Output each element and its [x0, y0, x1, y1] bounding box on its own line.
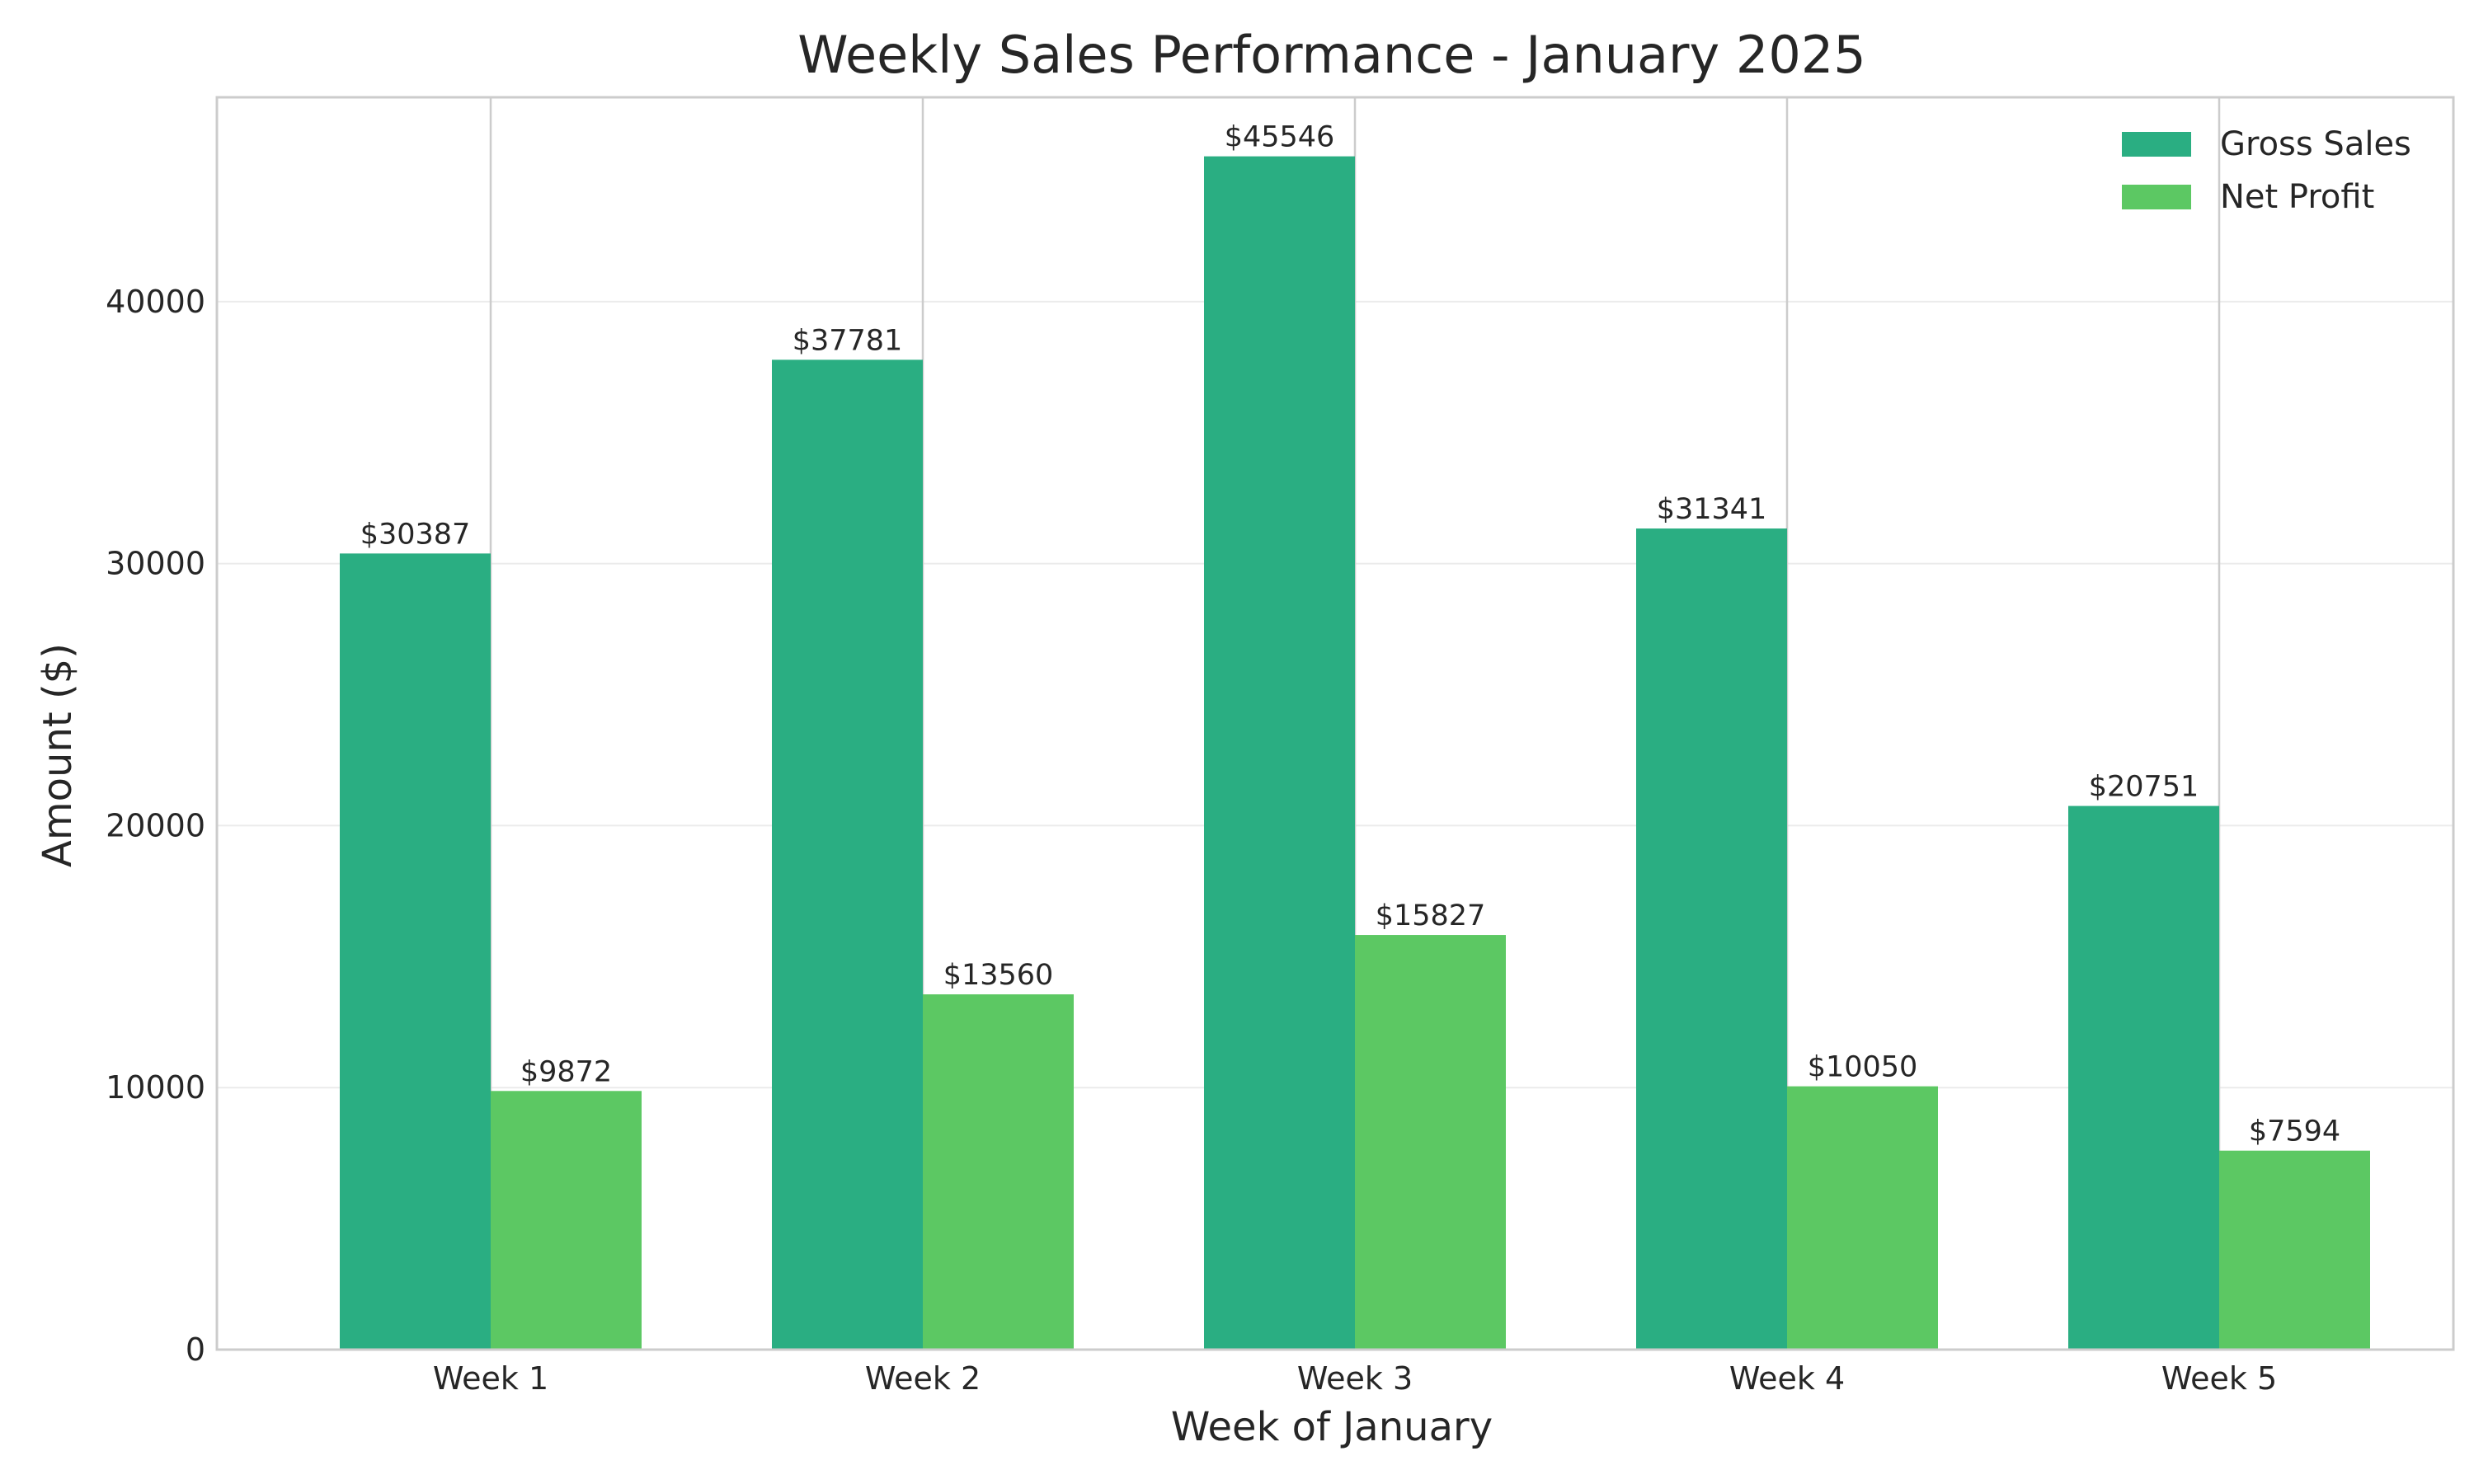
bar-net-profit	[1787, 1086, 1938, 1350]
legend-label-net-profit: Net Profit	[2220, 178, 2374, 216]
bar-net-profit	[923, 994, 1074, 1350]
bar-gross-sales	[1636, 528, 1787, 1350]
chart-title: Weekly Sales Performance - January 2025	[797, 25, 1865, 85]
bars	[340, 156, 2370, 1350]
y-tick-label: 20000	[106, 807, 205, 843]
y-tick-label: 0	[186, 1331, 205, 1368]
y-tick-label: 30000	[106, 546, 205, 582]
bar-gross-sales	[340, 553, 491, 1350]
y-axis-label: Amount ($)	[35, 643, 81, 867]
data-label-gross-sales: $30387	[360, 518, 471, 551]
x-axis-label: Week of January	[1171, 1404, 1493, 1450]
data-label-gross-sales: $31341	[1657, 493, 1767, 526]
legend-label-gross-sales: Gross Sales	[2220, 125, 2411, 163]
data-label-net-profit: $15827	[1376, 899, 1486, 932]
data-label-net-profit: $7594	[2249, 1115, 2340, 1148]
data-label-net-profit: $9872	[520, 1055, 612, 1088]
data-label-net-profit: $10050	[1808, 1051, 1918, 1084]
bar-gross-sales	[2068, 805, 2219, 1350]
bar-net-profit	[491, 1091, 642, 1350]
x-tick-label: Week 5	[2161, 1360, 2277, 1397]
x-tick-label: Week 1	[433, 1360, 548, 1397]
data-label-gross-sales: $37781	[793, 324, 903, 357]
legend: Gross Sales Net Profit	[2122, 125, 2411, 216]
x-tick-label: Week 4	[1729, 1360, 1845, 1397]
data-label-net-profit: $13560	[943, 959, 1054, 992]
bar-net-profit	[1355, 935, 1506, 1350]
x-tick-label: Week 2	[865, 1360, 981, 1397]
data-label-gross-sales: $45546	[1225, 121, 1335, 154]
x-tick-label: Week 3	[1297, 1360, 1413, 1397]
legend-swatch-net-profit	[2122, 185, 2191, 209]
plot-frame	[215, 96, 2455, 1351]
bar-gross-sales	[772, 359, 923, 1350]
data-labels: $30387 $37781 $45546 $31341 $20751 $9872 $1356…	[360, 121, 2340, 1148]
data-label-gross-sales: $20751	[2089, 771, 2199, 804]
bar-net-profit	[2219, 1150, 2370, 1350]
x-tick-labels: Week 1 Week 2 Week 3 Week 4 Week 5	[433, 1360, 2277, 1397]
y-tick-label: 40000	[106, 284, 205, 320]
legend-swatch-gross-sales	[2122, 132, 2191, 157]
y-tick-labels: 0 10000 20000 30000 40000	[106, 284, 205, 1368]
bar-gross-sales	[1204, 156, 1355, 1350]
y-tick-label: 10000	[106, 1069, 205, 1106]
